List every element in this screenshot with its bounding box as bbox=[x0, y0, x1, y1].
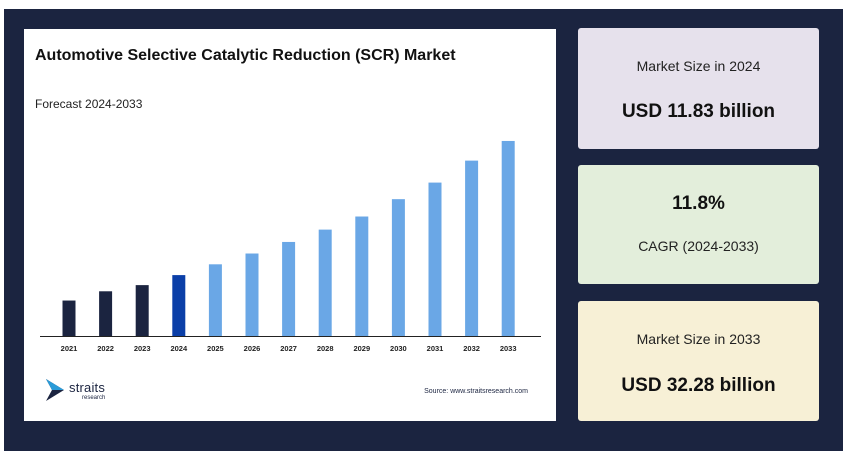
logo-subtext: research bbox=[82, 395, 106, 401]
x-tick-label: 2023 bbox=[134, 344, 151, 353]
stat-label: CAGR (2024-2033) bbox=[638, 238, 759, 254]
bar-2027 bbox=[282, 241, 296, 336]
bar-2030 bbox=[391, 199, 405, 336]
chart-subtitle: Forecast 2024-2033 bbox=[35, 97, 143, 111]
bar-2032 bbox=[465, 160, 479, 336]
x-tick-label: 2028 bbox=[317, 344, 334, 353]
x-tick-label: 2022 bbox=[97, 344, 114, 353]
bar-2026 bbox=[245, 253, 259, 336]
stat-label: Market Size in 2033 bbox=[636, 331, 761, 347]
bar-2022 bbox=[99, 291, 113, 336]
x-tick-label: 2026 bbox=[244, 344, 261, 353]
bar-2033 bbox=[501, 140, 515, 336]
x-tick-label: 2029 bbox=[353, 344, 370, 353]
stat-value: 11.8% bbox=[672, 193, 725, 214]
x-tick-label: 2031 bbox=[427, 344, 444, 353]
stat-card-cagr: 11.8% CAGR (2024-2033) bbox=[578, 165, 819, 284]
x-tick-label: 2024 bbox=[170, 344, 188, 353]
x-tick-label: 2032 bbox=[463, 344, 480, 353]
stat-card-market-2033: Market Size in 2033 USD 32.28 billion bbox=[578, 301, 819, 421]
x-tick-label: 2027 bbox=[280, 344, 297, 353]
bar-2025 bbox=[208, 264, 222, 336]
x-tick-label: 2030 bbox=[390, 344, 407, 353]
x-tick-label: 2025 bbox=[207, 344, 224, 353]
bar-2024 bbox=[172, 275, 186, 336]
bar-chart: 2021 2022 2023 2024 2025 2026 2027 2028 2029 2030… bbox=[40, 140, 541, 353]
x-tick-label: 2033 bbox=[500, 344, 517, 353]
straits-logo: straits research bbox=[44, 377, 144, 407]
stat-label: Market Size in 2024 bbox=[636, 58, 761, 74]
chart-card: Automotive Selective Catalytic Reduction… bbox=[24, 29, 556, 421]
logo-text: straits bbox=[69, 380, 106, 395]
straits-logo-icon bbox=[46, 379, 64, 401]
stat-card-market-2024: Market Size in 2024 USD 11.83 billion bbox=[578, 28, 819, 149]
stat-value: USD 32.28 billion bbox=[621, 375, 776, 396]
bar-2029 bbox=[355, 216, 369, 336]
bar-2021 bbox=[62, 300, 76, 336]
source-note: Source: www.straitsresearch.com bbox=[424, 388, 528, 395]
chart-title: Automotive Selective Catalytic Reduction… bbox=[35, 47, 456, 64]
x-tick-label: 2021 bbox=[61, 344, 78, 353]
bar-2031 bbox=[428, 182, 442, 336]
stat-value: USD 11.83 billion bbox=[621, 101, 776, 122]
bar-2023 bbox=[135, 285, 149, 336]
bar-2028 bbox=[318, 229, 332, 336]
